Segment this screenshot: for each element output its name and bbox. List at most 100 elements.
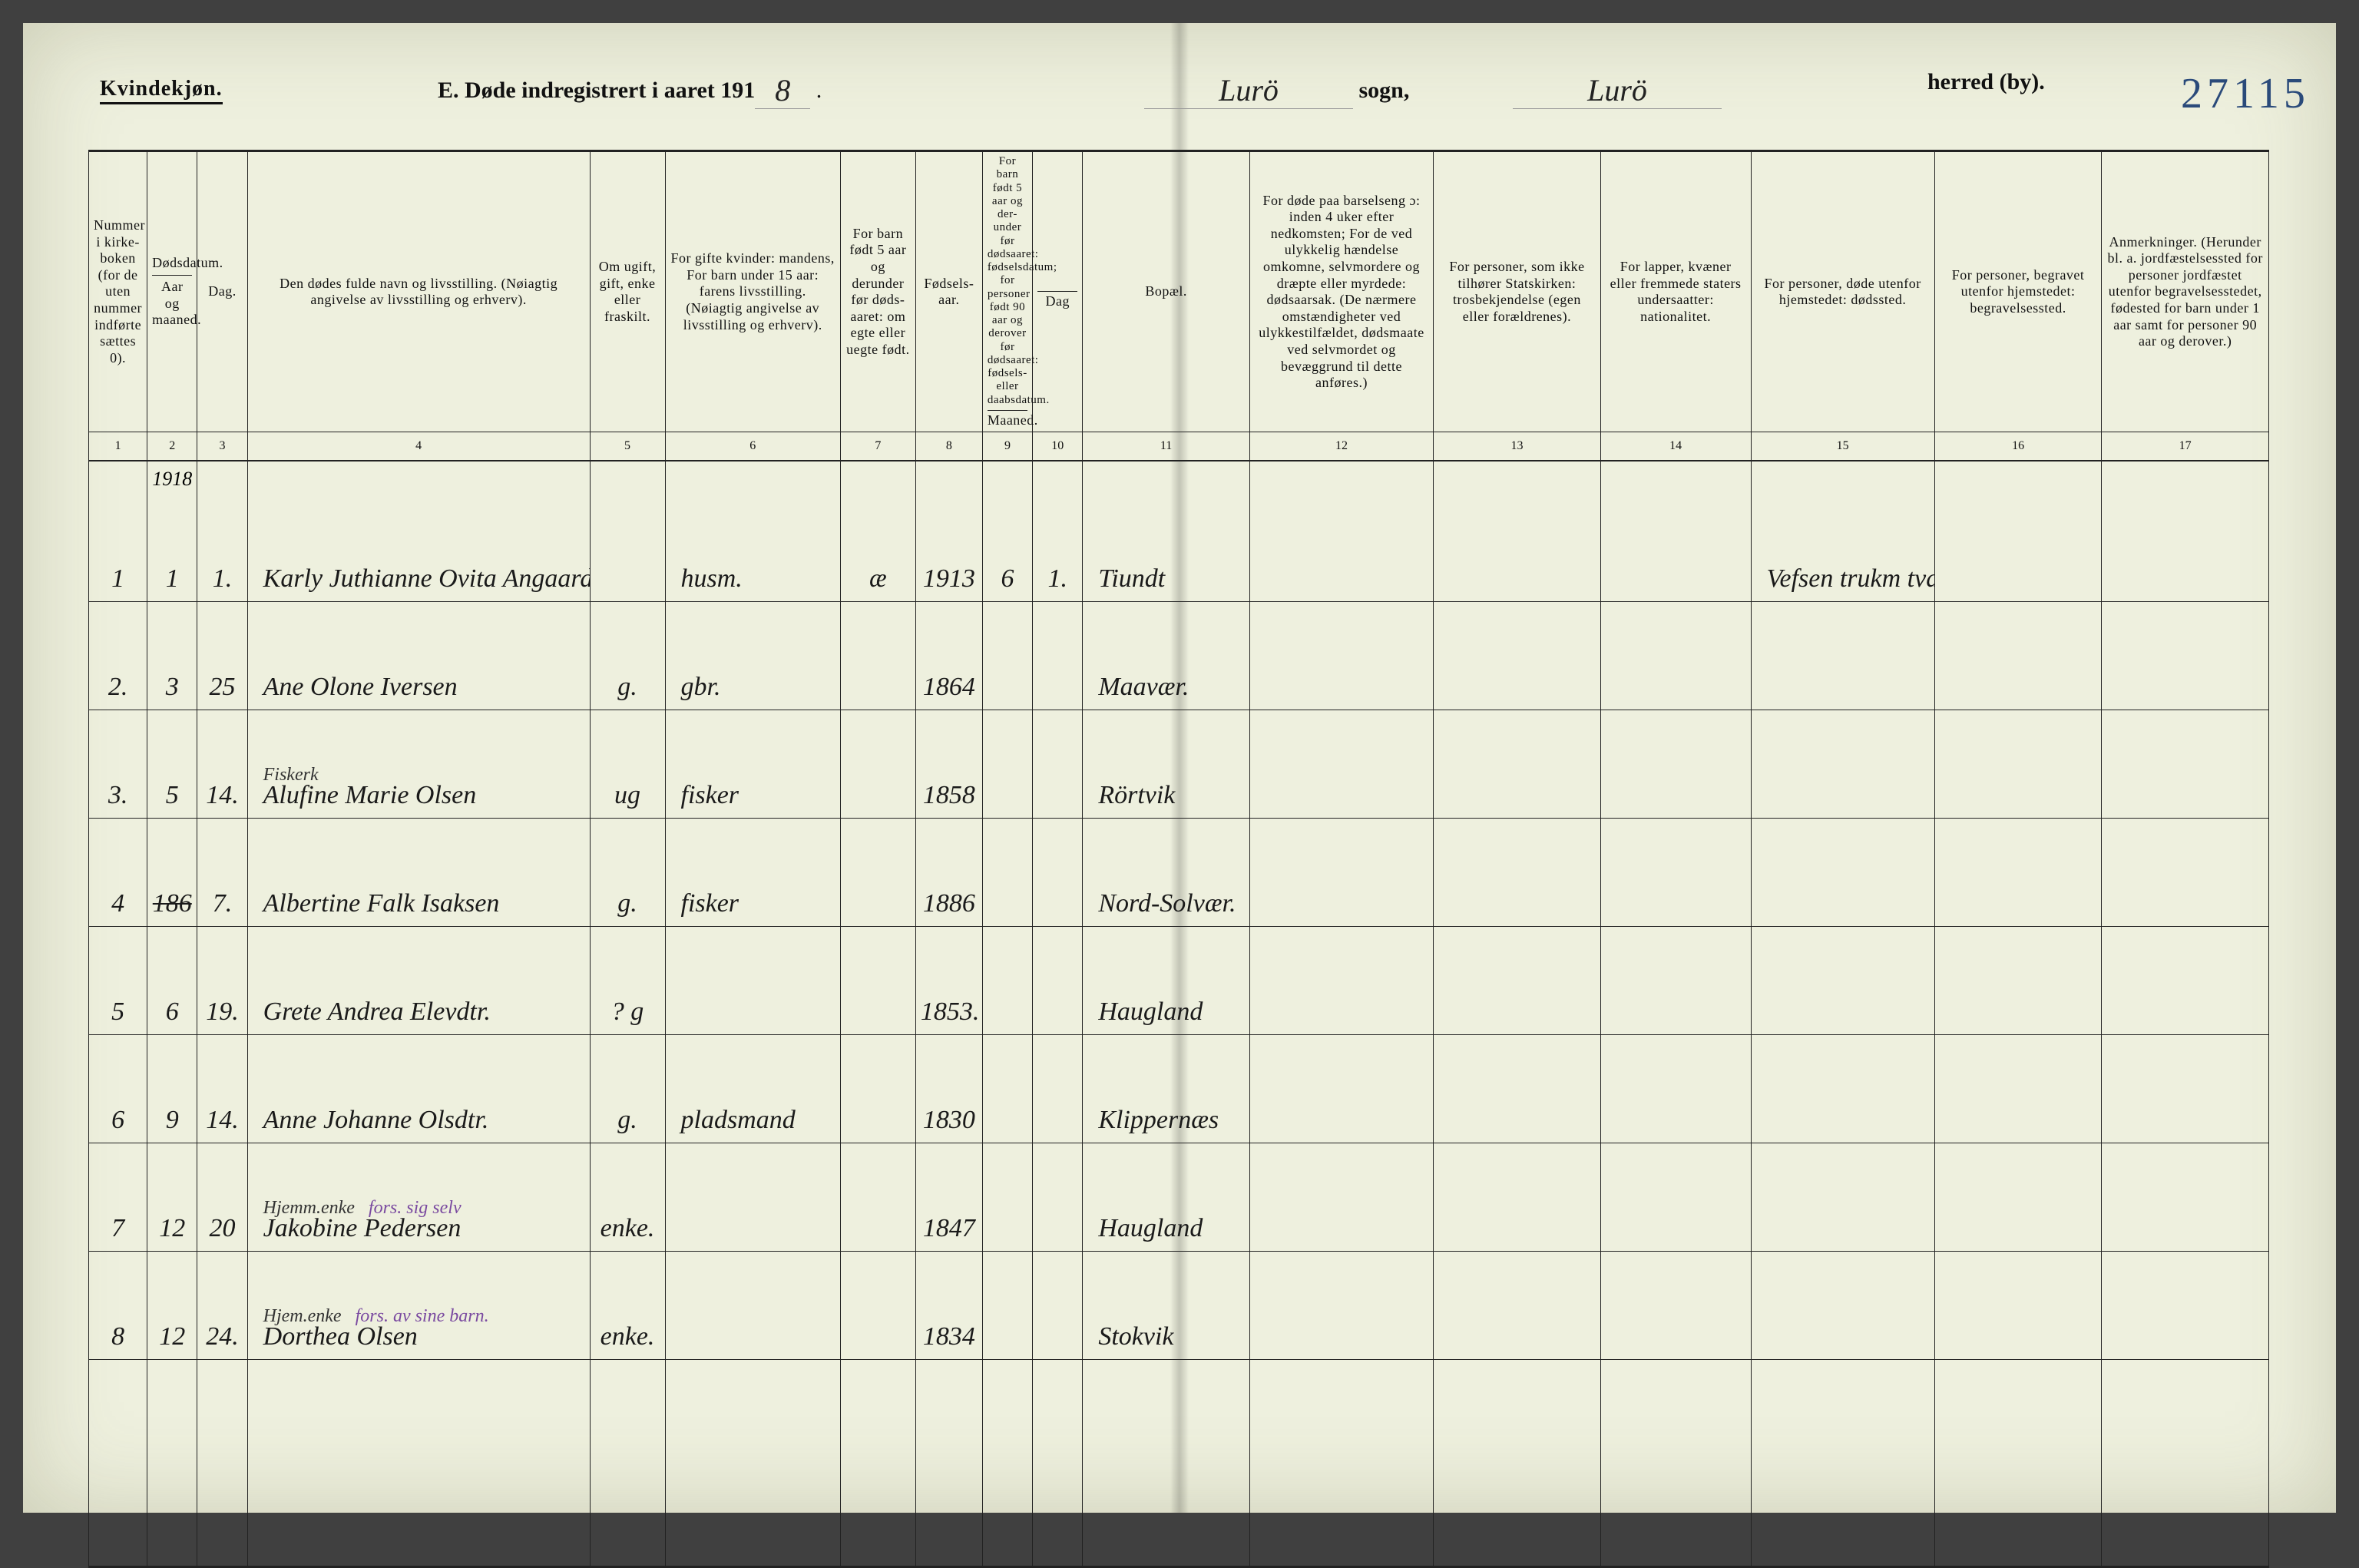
cell-11: Nord-Solvær. xyxy=(1083,819,1250,927)
cell-10 xyxy=(1033,1143,1083,1252)
col-num-5: 5 xyxy=(590,432,665,461)
name-text: Karly Juthianne Ovita Angaarddtr. xyxy=(263,564,590,593)
col-num-4: 4 xyxy=(247,432,590,461)
cell-16 xyxy=(1934,602,2102,710)
col-num-2: 2 xyxy=(147,432,197,461)
cell-10 xyxy=(1033,710,1083,819)
header-row: Nummer i kirke-boken (for de uten nummer… xyxy=(89,152,2269,432)
cell-15 xyxy=(1751,1252,1934,1360)
col-head-9: For barn født 5 aar og der-under før død… xyxy=(982,152,1032,432)
table-row: 6914.Anne Johanne Olsdtr.g.pladsmand1830… xyxy=(89,1035,2269,1143)
cell-1: 3. xyxy=(89,710,147,819)
cell-11: Stokvik xyxy=(1083,1252,1250,1360)
cell-8: 1858 xyxy=(915,710,982,819)
cell-16 xyxy=(1934,710,2102,819)
cell-6 xyxy=(665,1252,840,1360)
cell-13 xyxy=(1434,1252,1601,1360)
cell-3: 14. xyxy=(197,710,247,819)
cell-9 xyxy=(982,819,1032,927)
cell-13 xyxy=(1434,1143,1601,1252)
cell-3: 7. xyxy=(197,819,247,927)
col-num-3: 3 xyxy=(197,432,247,461)
cell-5: ug xyxy=(590,710,665,819)
col-num-8: 8 xyxy=(915,432,982,461)
cell-1: 7 xyxy=(89,1143,147,1252)
herred-label: herred (by). xyxy=(1927,69,2045,94)
cell-12 xyxy=(1249,602,1433,710)
cell-3: 20 xyxy=(197,1143,247,1252)
sogn-value: Lurö xyxy=(1144,72,1353,109)
cell-12 xyxy=(1249,927,1433,1035)
cell-7 xyxy=(840,602,915,710)
cell-3: 19. xyxy=(197,927,247,1035)
col-num-9: 9 xyxy=(982,432,1032,461)
cell-11: Rörtvik xyxy=(1083,710,1250,819)
cell-12 xyxy=(1249,1143,1433,1252)
cell-5: g. xyxy=(590,602,665,710)
cell-5: g. xyxy=(590,1035,665,1143)
cell-7 xyxy=(840,1035,915,1143)
col-head-15: For personer, døde utenfor hjemstedet: d… xyxy=(1751,152,1934,432)
col-head-8: Fødsels-aar. xyxy=(915,152,982,432)
cell-2: 3 xyxy=(147,602,197,710)
col-head-16: For personer, begravet utenfor hjemstede… xyxy=(1934,152,2102,432)
cell-1: 2. xyxy=(89,602,147,710)
cell-10 xyxy=(1033,927,1083,1035)
cell-9 xyxy=(982,1252,1032,1360)
cell-5: enke. xyxy=(590,1252,665,1360)
cell-17 xyxy=(2102,1252,2269,1360)
cell-8: 1886 xyxy=(915,819,982,927)
filler-row xyxy=(89,1360,2269,1566)
cell-1: 4 xyxy=(89,819,147,927)
cell-11: Haugland xyxy=(1083,1143,1250,1252)
cell-14 xyxy=(1600,819,1751,927)
title-prefix: E. Døde indregistrert i aaret 191 xyxy=(438,78,755,103)
cell-9 xyxy=(982,710,1032,819)
col-num-17: 17 xyxy=(2102,432,2269,461)
cell-3: 14. xyxy=(197,1035,247,1143)
col-head-11: Bopæl. xyxy=(1083,152,1250,432)
cell-14 xyxy=(1600,1035,1751,1143)
cell-13 xyxy=(1434,602,1601,710)
ledger-body: 1234567891011121314151617 1918111.Karly … xyxy=(89,432,2269,1566)
table-row: 71220Hjemm.enke fors. sig selvJakobine P… xyxy=(89,1143,2269,1252)
cell-4: Grete Andrea Elevdtr. xyxy=(247,927,590,1035)
cell-11: Maavær. xyxy=(1083,602,1250,710)
col-head-5: Om ugift, gift, enke eller fraskilt. xyxy=(590,152,665,432)
col-head-12: For døde paa barselseng ɔ: inden 4 uker … xyxy=(1249,152,1433,432)
cell-10: 1. xyxy=(1033,494,1083,602)
col-head-4: Den dødes fulde navn og livsstilling. (N… xyxy=(247,152,590,432)
cell-14 xyxy=(1600,494,1751,602)
cell-9 xyxy=(982,1143,1032,1252)
cell-6: fisker xyxy=(665,710,840,819)
cell-13 xyxy=(1434,494,1601,602)
col-head-7: For barn født 5 aar og derunder før døds… xyxy=(840,152,915,432)
table-row: 5619.Grete Andrea Elevdtr.? g1853.Haugla… xyxy=(89,927,2269,1035)
cell-7: æ xyxy=(840,494,915,602)
cell-13 xyxy=(1434,927,1601,1035)
cell-15 xyxy=(1751,927,1934,1035)
cell-17 xyxy=(2102,602,2269,710)
cell-2: 6 xyxy=(147,927,197,1035)
cell-7 xyxy=(840,927,915,1035)
year-row: 1918 xyxy=(89,461,2269,494)
cell-7 xyxy=(840,1143,915,1252)
cell-4: Karly Juthianne Ovita Angaarddtr. xyxy=(247,494,590,602)
cell-8: 1864 xyxy=(915,602,982,710)
cell-6: fisker xyxy=(665,819,840,927)
year-cell: 1918 xyxy=(147,461,197,494)
table-row: 111.Karly Juthianne Ovita Angaarddtr.hus… xyxy=(89,494,2269,602)
cell-2: 186 xyxy=(147,819,197,927)
title-period: . xyxy=(810,78,822,103)
cell-4: Albertine Falk Isaksen xyxy=(247,819,590,927)
cell-8: 1847 xyxy=(915,1143,982,1252)
cell-15 xyxy=(1751,1143,1934,1252)
col-num-6: 6 xyxy=(665,432,840,461)
col-num-16: 16 xyxy=(1934,432,2102,461)
col-head-13: For personer, som ikke tilhører Statskir… xyxy=(1434,152,1601,432)
cell-4: FiskerkAlufine Marie Olsen xyxy=(247,710,590,819)
col-num-12: 12 xyxy=(1249,432,1433,461)
cell-9 xyxy=(982,927,1032,1035)
cell-10 xyxy=(1033,602,1083,710)
cell-7 xyxy=(840,1252,915,1360)
